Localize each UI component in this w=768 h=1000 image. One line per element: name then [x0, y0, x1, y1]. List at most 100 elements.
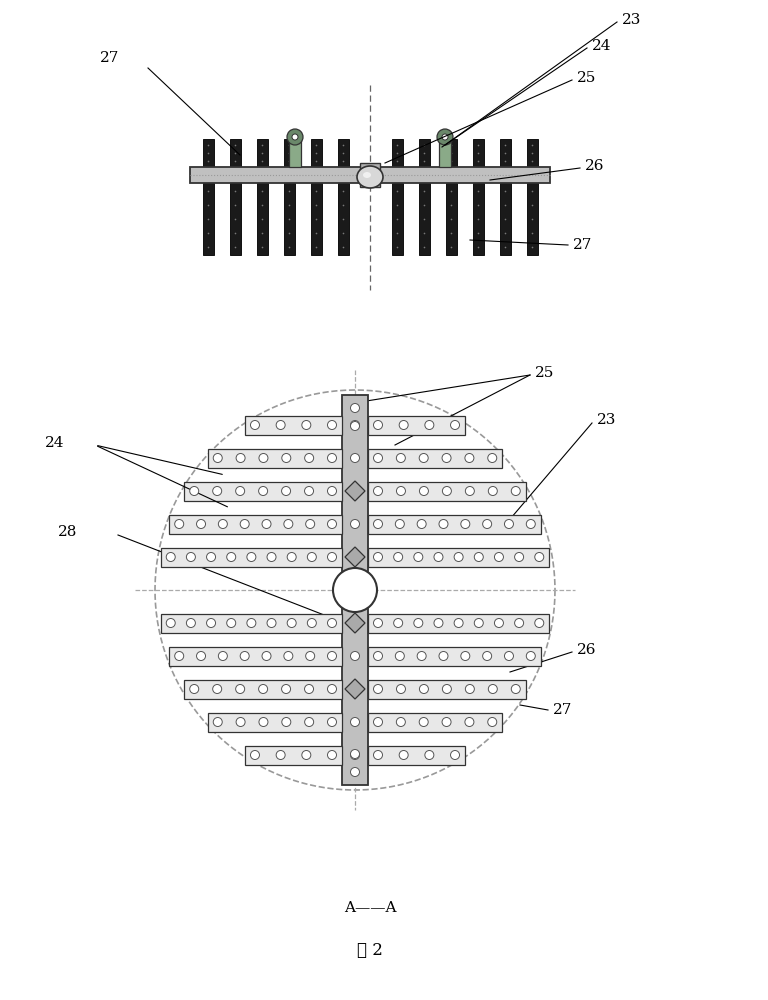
Text: 23: 23: [597, 413, 617, 427]
Bar: [230, 183, 240, 255]
Ellipse shape: [394, 552, 402, 562]
Bar: [184, 482, 342, 500]
Ellipse shape: [259, 718, 268, 726]
Ellipse shape: [350, 552, 359, 562]
Bar: [203, 183, 214, 255]
Bar: [289, 137, 301, 167]
Ellipse shape: [282, 684, 290, 694]
Bar: [368, 746, 465, 764]
Ellipse shape: [396, 520, 404, 528]
Bar: [445, 183, 456, 255]
Ellipse shape: [305, 487, 313, 495]
Ellipse shape: [307, 618, 316, 628]
Ellipse shape: [488, 718, 497, 726]
Ellipse shape: [247, 552, 256, 562]
Ellipse shape: [442, 684, 452, 694]
Ellipse shape: [327, 420, 336, 430]
Ellipse shape: [350, 520, 359, 528]
Ellipse shape: [213, 684, 222, 694]
Ellipse shape: [373, 487, 382, 495]
Ellipse shape: [218, 652, 227, 660]
Ellipse shape: [282, 718, 291, 726]
Ellipse shape: [350, 454, 359, 462]
Ellipse shape: [511, 487, 520, 495]
Bar: [527, 183, 538, 255]
Ellipse shape: [287, 552, 296, 562]
Text: 图 2: 图 2: [357, 942, 383, 958]
Ellipse shape: [495, 552, 504, 562]
Text: 23: 23: [622, 13, 641, 27]
Ellipse shape: [373, 618, 382, 628]
Bar: [161, 613, 342, 633]
Ellipse shape: [236, 454, 245, 462]
Bar: [310, 139, 322, 167]
Ellipse shape: [515, 618, 524, 628]
Ellipse shape: [259, 684, 267, 694]
Bar: [203, 139, 214, 167]
Bar: [184, 680, 342, 698]
Circle shape: [437, 129, 453, 145]
Ellipse shape: [461, 520, 470, 528]
Ellipse shape: [454, 552, 463, 562]
Bar: [527, 139, 538, 167]
Ellipse shape: [373, 520, 382, 528]
Ellipse shape: [419, 684, 429, 694]
Ellipse shape: [399, 750, 408, 760]
Ellipse shape: [357, 166, 383, 188]
Ellipse shape: [461, 652, 470, 660]
Bar: [368, 482, 526, 500]
Ellipse shape: [488, 684, 498, 694]
Ellipse shape: [327, 454, 336, 462]
Bar: [445, 139, 456, 167]
Ellipse shape: [327, 487, 336, 495]
Bar: [208, 448, 342, 468]
Ellipse shape: [396, 652, 404, 660]
Ellipse shape: [439, 652, 448, 660]
Ellipse shape: [276, 420, 285, 430]
Ellipse shape: [259, 487, 267, 495]
Ellipse shape: [327, 684, 336, 694]
Ellipse shape: [187, 618, 195, 628]
Ellipse shape: [363, 172, 371, 178]
Ellipse shape: [495, 618, 504, 628]
Ellipse shape: [419, 454, 429, 462]
Circle shape: [333, 568, 377, 612]
Ellipse shape: [327, 618, 336, 628]
Ellipse shape: [396, 487, 406, 495]
Bar: [392, 183, 402, 255]
Ellipse shape: [417, 520, 426, 528]
Bar: [283, 139, 294, 167]
Text: 28: 28: [58, 525, 78, 539]
Text: 27: 27: [553, 703, 572, 717]
Ellipse shape: [214, 718, 222, 726]
Bar: [230, 139, 240, 167]
Polygon shape: [345, 547, 365, 567]
Bar: [472, 183, 484, 255]
Bar: [499, 139, 511, 167]
Ellipse shape: [350, 768, 359, 776]
Ellipse shape: [218, 520, 227, 528]
Ellipse shape: [465, 487, 475, 495]
Bar: [368, 514, 541, 534]
Text: 27: 27: [100, 51, 119, 65]
Ellipse shape: [373, 420, 382, 430]
Ellipse shape: [373, 718, 382, 726]
Ellipse shape: [482, 520, 492, 528]
Ellipse shape: [488, 454, 497, 462]
Bar: [472, 139, 484, 167]
Ellipse shape: [414, 618, 423, 628]
Ellipse shape: [174, 652, 184, 660]
Text: 26: 26: [585, 159, 604, 173]
Ellipse shape: [207, 618, 216, 628]
Ellipse shape: [482, 652, 492, 660]
Ellipse shape: [307, 552, 316, 562]
Ellipse shape: [350, 420, 359, 430]
Ellipse shape: [302, 750, 311, 760]
Text: 25: 25: [535, 366, 554, 380]
Bar: [368, 548, 549, 566]
Polygon shape: [345, 613, 365, 633]
Ellipse shape: [373, 454, 382, 462]
Ellipse shape: [475, 552, 483, 562]
Ellipse shape: [213, 487, 222, 495]
Ellipse shape: [350, 750, 359, 760]
